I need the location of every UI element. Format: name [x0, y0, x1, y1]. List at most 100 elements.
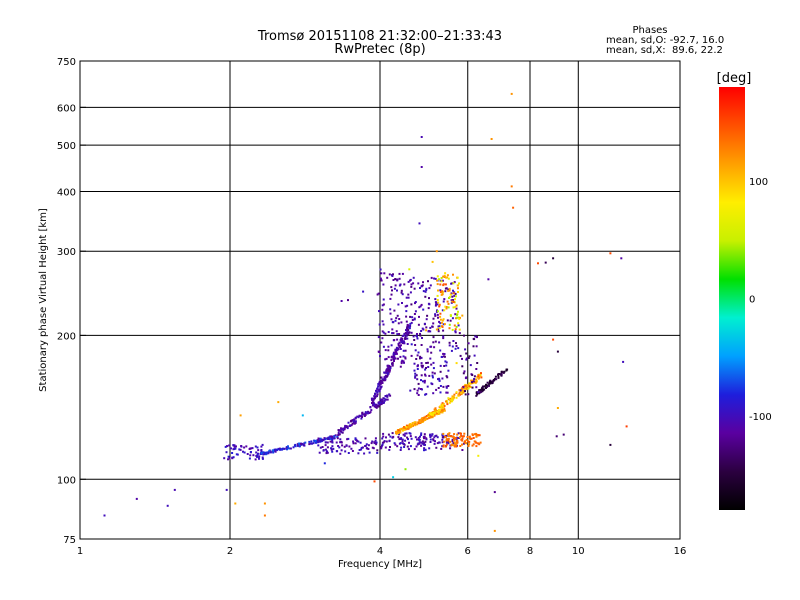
data-point — [458, 436, 461, 439]
data-point — [449, 399, 452, 401]
data-point — [394, 284, 397, 287]
data-point — [424, 368, 427, 371]
x-tick-label: 8 — [527, 546, 533, 557]
data-point — [381, 378, 384, 381]
data-point — [349, 424, 352, 427]
data-point — [447, 442, 450, 445]
data-point — [366, 447, 369, 450]
data-point — [386, 276, 389, 279]
data-point — [456, 313, 458, 316]
data-point — [387, 345, 390, 348]
data-point — [435, 250, 438, 253]
data-point — [248, 448, 251, 450]
data-point — [421, 337, 423, 339]
data-point — [274, 450, 277, 453]
data-point — [262, 453, 265, 456]
data-point — [344, 424, 347, 427]
data-point — [447, 440, 449, 443]
data-point — [391, 364, 394, 367]
data-point — [385, 371, 388, 374]
data-point — [465, 352, 468, 355]
data-point — [426, 415, 428, 417]
data-point — [376, 391, 379, 394]
data-point — [497, 376, 500, 379]
data-point — [467, 387, 470, 390]
data-point — [450, 399, 453, 402]
data-point — [481, 386, 484, 389]
data-point — [420, 388, 422, 390]
data-point — [435, 328, 438, 331]
data-point — [405, 432, 408, 435]
data-point — [409, 279, 411, 282]
data-point — [379, 388, 382, 390]
data-point — [330, 435, 333, 438]
data-point — [393, 339, 396, 342]
data-point — [440, 447, 443, 450]
data-point — [458, 391, 461, 394]
data-point — [390, 359, 393, 362]
data-point — [439, 289, 442, 292]
data-point — [469, 364, 472, 367]
data-point — [466, 387, 468, 390]
data-point — [363, 414, 366, 417]
y-tick-label: 750 — [57, 57, 76, 68]
y-tick-label: 200 — [57, 331, 76, 342]
data-point — [537, 262, 539, 265]
data-point — [438, 441, 441, 444]
data-point — [445, 307, 448, 310]
data-point — [438, 327, 441, 329]
data-point — [416, 423, 419, 426]
colorbar-tick-label: 100 — [749, 177, 768, 188]
data-point — [337, 429, 340, 432]
data-point — [261, 443, 264, 446]
data-point — [387, 366, 390, 369]
data-point — [344, 450, 347, 453]
data-point — [360, 448, 363, 451]
data-point — [454, 437, 457, 439]
data-point — [342, 427, 345, 430]
data-point — [264, 452, 267, 455]
data-point — [430, 363, 433, 366]
data-point — [441, 292, 444, 295]
data-point — [555, 435, 558, 438]
data-point — [459, 354, 462, 357]
data-point — [442, 318, 445, 321]
data-point — [451, 300, 454, 303]
data-point — [436, 279, 438, 282]
data-point — [461, 389, 464, 392]
data-point — [455, 391, 458, 394]
data-point — [416, 438, 418, 441]
data-point — [393, 442, 396, 445]
data-point — [452, 292, 455, 295]
data-point — [465, 438, 468, 441]
data-point — [397, 342, 400, 345]
data-point — [292, 446, 295, 449]
data-point — [429, 436, 432, 438]
data-point — [387, 364, 390, 367]
data-point — [451, 440, 454, 443]
grid-lines — [80, 61, 680, 539]
data-point — [445, 438, 448, 441]
data-point — [472, 437, 475, 439]
data-point — [438, 341, 441, 344]
data-point — [349, 420, 352, 423]
data-point — [414, 302, 416, 305]
data-point — [330, 448, 333, 451]
data-point — [351, 450, 354, 452]
data-point — [373, 403, 376, 406]
data-point — [417, 351, 420, 354]
phase-stats-x-line: mean, sd,X: 89.6, 22.2 — [606, 45, 723, 56]
data-point — [442, 337, 445, 340]
data-point — [393, 351, 396, 354]
data-point — [620, 257, 623, 260]
data-point — [394, 349, 397, 351]
data-point — [467, 445, 470, 447]
data-point — [382, 331, 385, 334]
data-point — [404, 305, 407, 308]
data-point — [313, 439, 316, 442]
data-point — [437, 328, 440, 331]
data-point — [443, 309, 446, 312]
data-point — [425, 329, 428, 332]
data-point — [413, 339, 416, 341]
data-point — [243, 446, 246, 449]
